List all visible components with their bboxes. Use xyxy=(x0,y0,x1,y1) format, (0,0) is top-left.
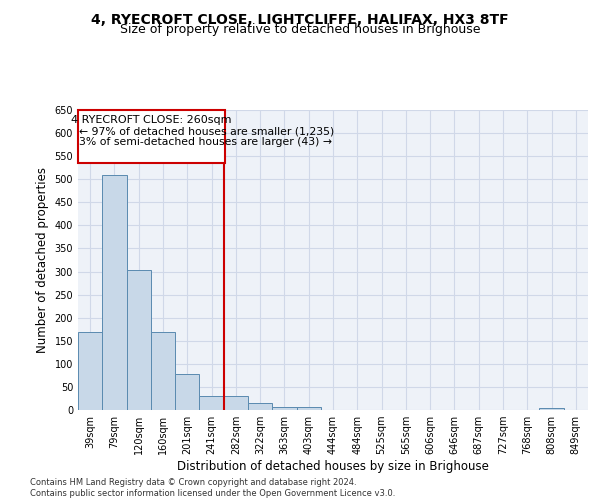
Bar xyxy=(151,332,175,410)
Y-axis label: Number of detached properties: Number of detached properties xyxy=(36,167,49,353)
Text: Size of property relative to detached houses in Brighouse: Size of property relative to detached ho… xyxy=(120,22,480,36)
Text: 4, RYECROFT CLOSE, LIGHTCLIFFE, HALIFAX, HX3 8TF: 4, RYECROFT CLOSE, LIGHTCLIFFE, HALIFAX,… xyxy=(91,12,509,26)
Bar xyxy=(102,174,127,410)
Bar xyxy=(175,374,199,410)
Bar xyxy=(78,332,102,410)
Bar xyxy=(127,270,151,410)
Text: 4 RYECROFT CLOSE: 260sqm: 4 RYECROFT CLOSE: 260sqm xyxy=(71,114,232,124)
Bar xyxy=(248,402,272,410)
Bar xyxy=(224,396,248,410)
Text: Contains HM Land Registry data © Crown copyright and database right 2024.
Contai: Contains HM Land Registry data © Crown c… xyxy=(30,478,395,498)
Bar xyxy=(199,396,224,410)
Text: ← 97% of detached houses are smaller (1,235): ← 97% of detached houses are smaller (1,… xyxy=(79,126,334,136)
Bar xyxy=(272,407,296,410)
X-axis label: Distribution of detached houses by size in Brighouse: Distribution of detached houses by size … xyxy=(177,460,489,473)
Bar xyxy=(296,407,321,410)
Text: 3% of semi-detached houses are larger (43) →: 3% of semi-detached houses are larger (4… xyxy=(79,137,332,147)
Bar xyxy=(539,408,564,410)
FancyBboxPatch shape xyxy=(78,110,225,163)
